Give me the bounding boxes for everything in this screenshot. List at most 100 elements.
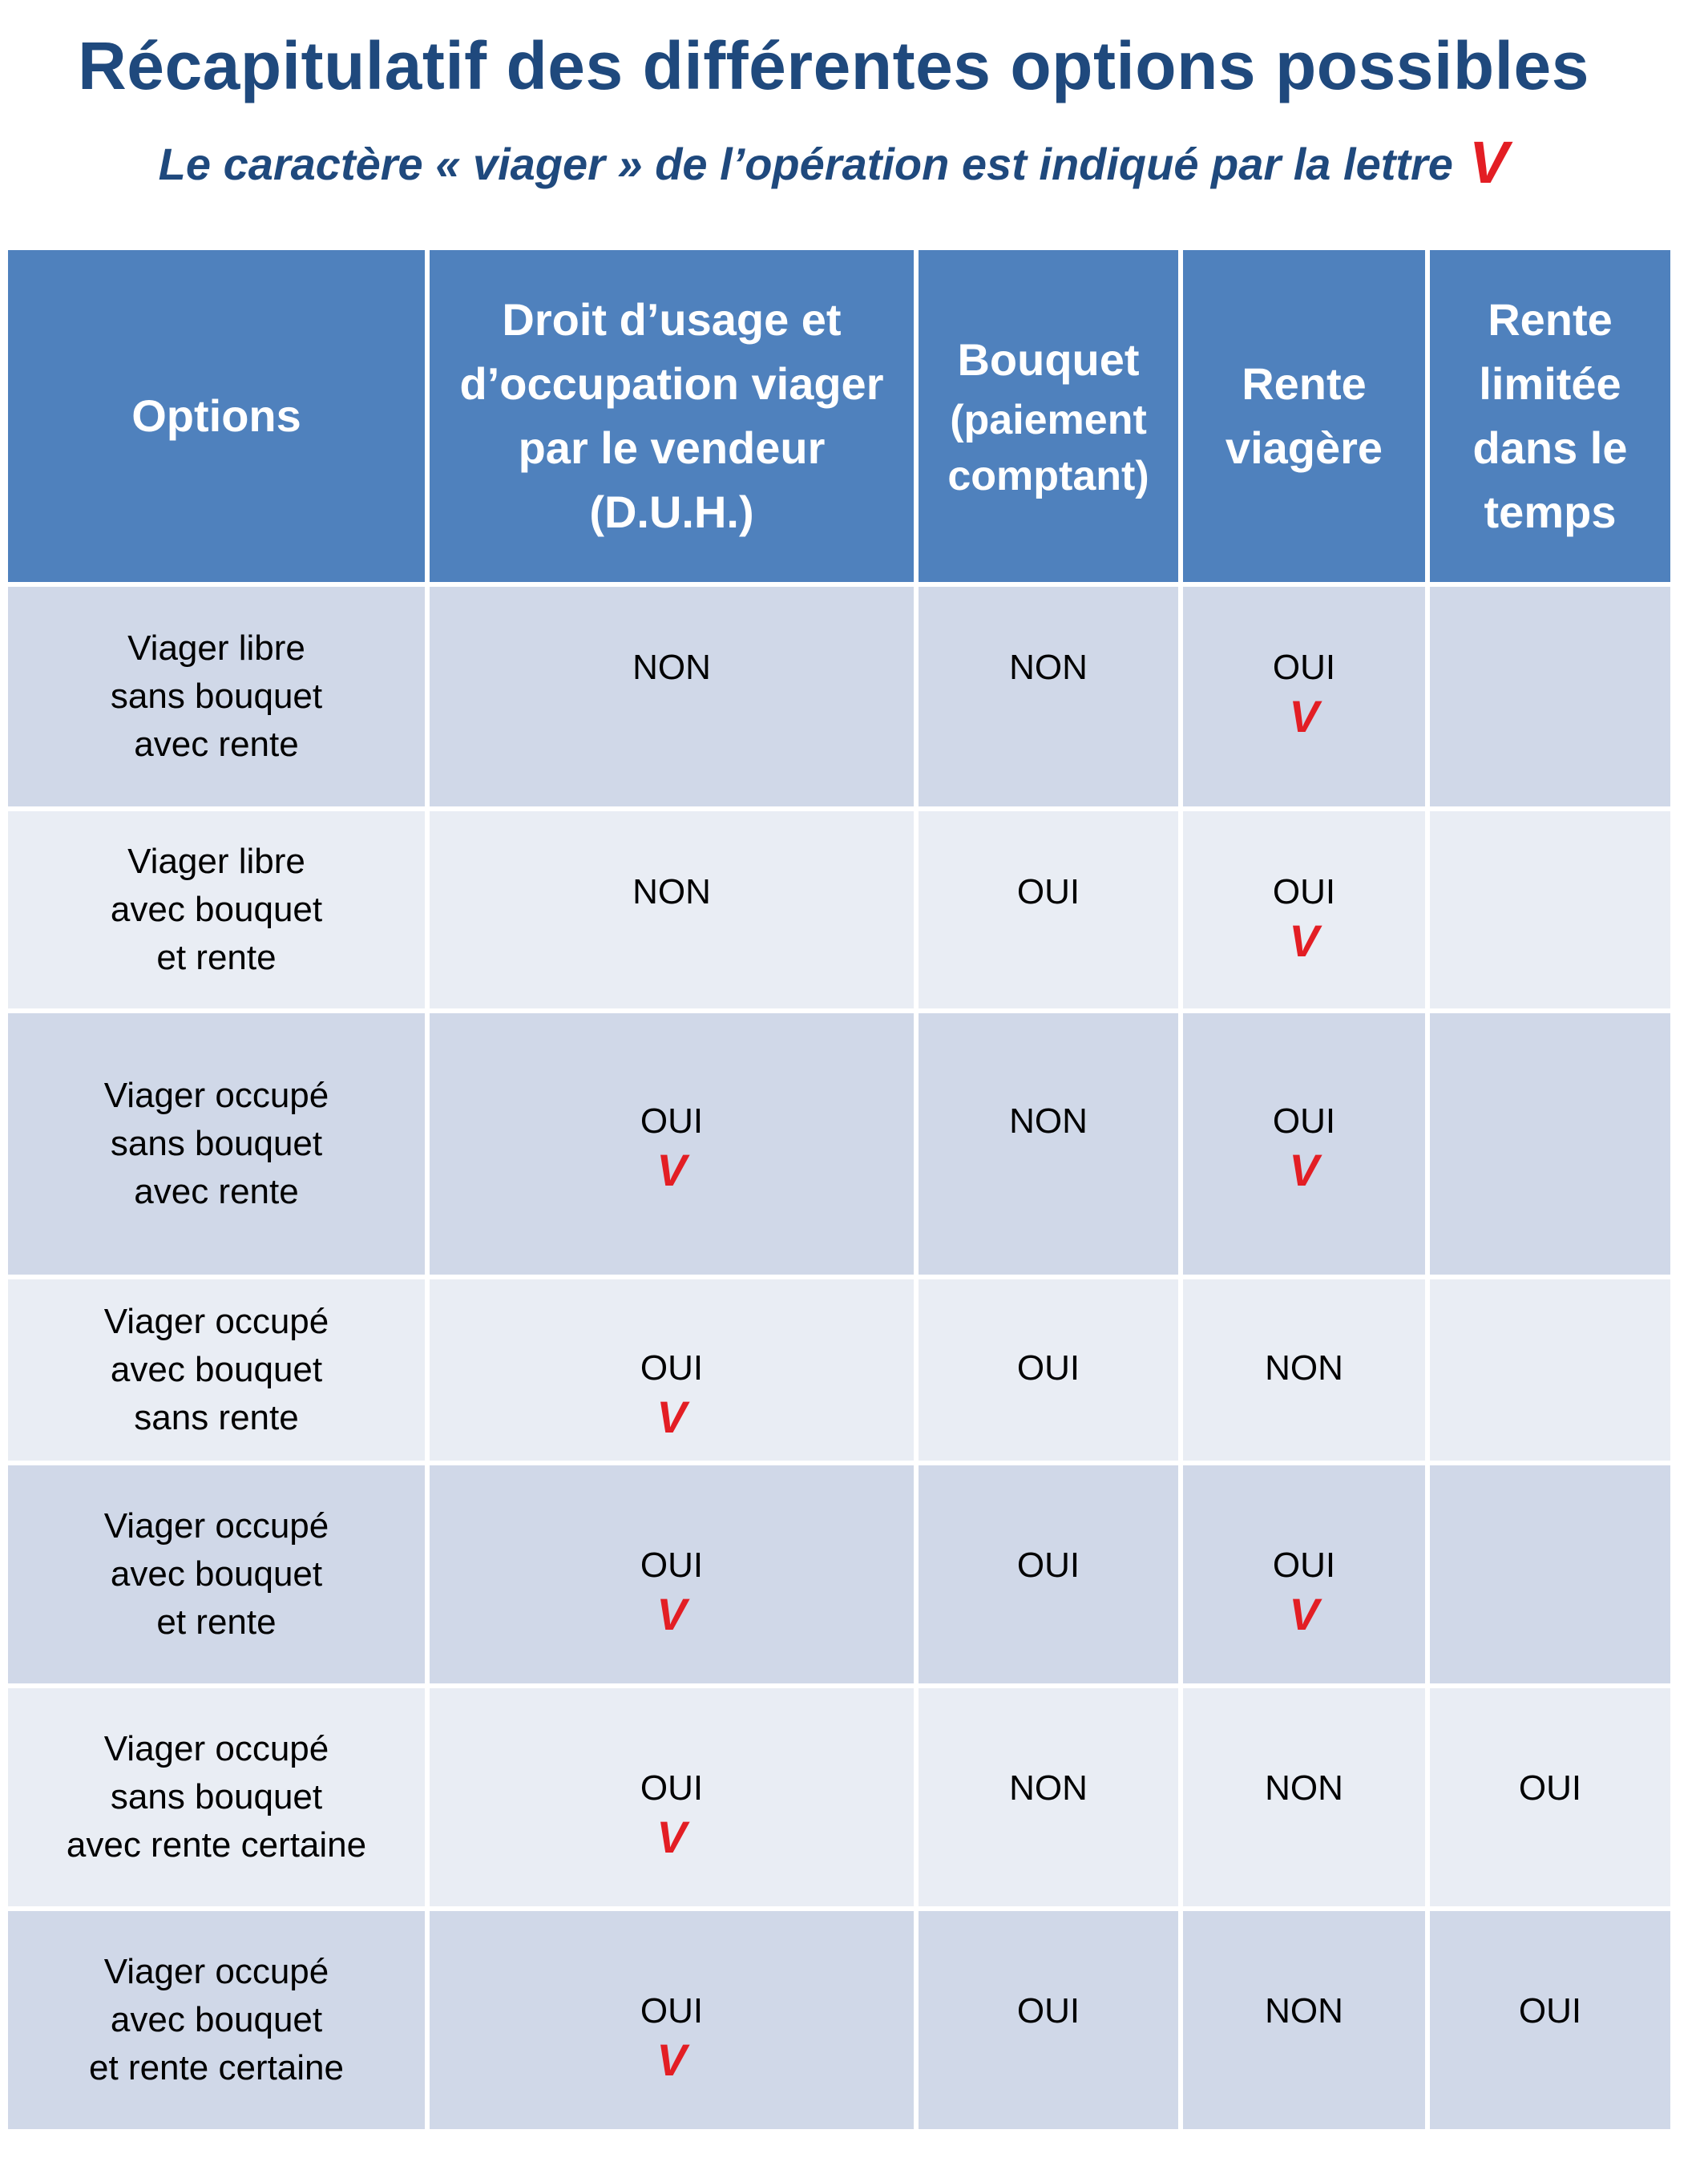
option-name-line: et rente certaine (89, 2048, 344, 2087)
option-name-line: avec bouquet (110, 1554, 323, 1594)
table-row: Viager libre sans bouquet avec rente NON NON… (8, 587, 1670, 806)
viager-mark: V (1289, 915, 1319, 966)
column-header-3: Rente viagère (1183, 250, 1425, 582)
table-header-row: Options Droit d’usage et d’occupation viag… (8, 250, 1670, 582)
header-subline: (paiement (950, 397, 1147, 443)
viager-mark: V (1289, 1145, 1319, 1195)
option-name-line: Viager libre (127, 842, 305, 881)
cell-value: NON (1009, 648, 1088, 687)
table-row: Viager occupé avec bouquet et rente certai… (8, 1911, 1670, 2129)
option-name-cell: Viager occupé sans bouquet avec rente (8, 1013, 425, 1275)
option-name-line: sans bouquet (110, 677, 323, 716)
option-name-line: sans bouquet (110, 1777, 323, 1816)
viager-mark: V (656, 1392, 687, 1442)
viager-mark: V (656, 1589, 687, 1639)
page-subtitle: Le caractère « viager » de l’opération e… (0, 128, 1667, 196)
value-cell: NON (1183, 1911, 1425, 2129)
header-line: Bouquet (957, 334, 1140, 385)
viager-mark: V (1289, 1589, 1319, 1639)
option-name-line: avec rente certaine (66, 1825, 367, 1865)
option-name-line: et rente (156, 938, 277, 977)
option-name-line: et rente (156, 1602, 277, 1642)
cell-value: NON (1009, 1101, 1088, 1141)
header-line: Rente (1242, 358, 1367, 409)
viager-mark: V (656, 1812, 687, 1862)
cell-value: OUI (1518, 1991, 1582, 2031)
cell-value: OUI (640, 1546, 704, 1585)
value-cell (1430, 1279, 1670, 1461)
value-cell: OUI V (430, 1911, 914, 2129)
option-name-line: avec bouquet (110, 890, 323, 929)
column-header-2: Bouquet (paiement comptant) (919, 250, 1178, 582)
value-cell (1430, 811, 1670, 1008)
value-cell: NON (1183, 1279, 1425, 1461)
value-cell: NON (919, 1688, 1178, 1906)
option-name-cell: Viager occupé sans bouquet avec rente cert… (8, 1688, 425, 1906)
cell-value: NON (1265, 1348, 1343, 1388)
options-table: Options Droit d’usage et d’occupation viag… (3, 245, 1675, 2134)
header-line: par le vendeur (518, 422, 826, 473)
value-cell: OUI (1430, 1688, 1670, 1906)
cell-value: NON (1265, 1768, 1343, 1808)
cell-value: OUI (1272, 648, 1336, 687)
header-subline: comptant) (947, 453, 1149, 499)
value-cell: OUI V (430, 1688, 914, 1906)
column-header-0: Options (8, 250, 425, 582)
value-cell: OUI V (1183, 587, 1425, 806)
cell-value: OUI (1016, 1991, 1080, 2031)
value-cell (1430, 587, 1670, 806)
value-cell: OUI (919, 1279, 1178, 1461)
cell-value: OUI (640, 1101, 704, 1141)
table-row: Viager occupé sans bouquet avec rente OUI V N… (8, 1013, 1670, 1275)
cell-value: OUI (640, 1768, 704, 1808)
option-name-cell: Viager occupé avec bouquet et rente certai… (8, 1911, 425, 2129)
viager-mark: V (1289, 691, 1319, 742)
value-cell: OUI (919, 1911, 1178, 2129)
option-name-line: avec rente (134, 725, 299, 764)
value-cell: NON (1183, 1688, 1425, 1906)
header-line: Rente (1488, 294, 1613, 345)
column-header-1: Droit d’usage et d’occupation viager par l… (430, 250, 914, 582)
value-cell: OUI V (1183, 811, 1425, 1008)
header-line: viagère (1225, 422, 1383, 473)
cell-value: NON (1265, 1991, 1343, 2031)
option-name-line: Viager occupé (103, 1506, 329, 1546)
header-line: Options (131, 390, 301, 441)
header-line: Droit d’usage et (502, 294, 842, 345)
header-line: (D.U.H.) (589, 487, 754, 537)
option-name-line: Viager occupé (103, 1729, 329, 1768)
cell-value: OUI (1016, 872, 1080, 911)
cell-value: OUI (1272, 872, 1336, 911)
value-cell: OUI V (430, 1465, 914, 1683)
viager-mark: V (656, 2035, 687, 2085)
value-cell: NON (919, 587, 1178, 806)
value-cell: NON (430, 811, 914, 1008)
cell-value: OUI (1518, 1768, 1582, 1808)
option-name-cell: Viager occupé avec bouquet et rente (8, 1465, 425, 1683)
value-cell (1430, 1013, 1670, 1275)
cell-value: OUI (1016, 1348, 1080, 1388)
cell-value: OUI (1016, 1546, 1080, 1585)
cell-value: OUI (1272, 1546, 1336, 1585)
table-row: Viager occupé avec bouquet et rente OUI V OUI… (8, 1465, 1670, 1683)
option-name-cell: Viager libre sans bouquet avec rente (8, 587, 425, 806)
page-title: Récapitulatif des différentes options po… (78, 28, 1589, 103)
header-line: d’occupation viager (459, 358, 884, 409)
value-cell: OUI V (1183, 1013, 1425, 1275)
table-row: Viager occupé avec bouquet sans rente OUI V O… (8, 1279, 1670, 1461)
header-line: limitée (1479, 358, 1621, 409)
value-cell: OUI V (430, 1013, 914, 1275)
value-cell: NON (430, 587, 914, 806)
value-cell: OUI (919, 1465, 1178, 1683)
option-name-line: avec bouquet (110, 2000, 323, 2039)
table-row: Viager libre avec bouquet et rente NON OUI OU… (8, 811, 1670, 1008)
cell-value: OUI (1272, 1101, 1336, 1141)
option-name-line: Viager occupé (103, 1302, 329, 1341)
cell-value: NON (1009, 1768, 1088, 1808)
cell-value: OUI (640, 1348, 704, 1388)
table-row: Viager occupé sans bouquet avec rente cert… (8, 1688, 1670, 1906)
option-name-cell: Viager occupé avec bouquet sans rente (8, 1279, 425, 1461)
value-cell: OUI V (1183, 1465, 1425, 1683)
cell-value: NON (632, 648, 711, 687)
option-name-line: Viager libre (127, 628, 305, 668)
